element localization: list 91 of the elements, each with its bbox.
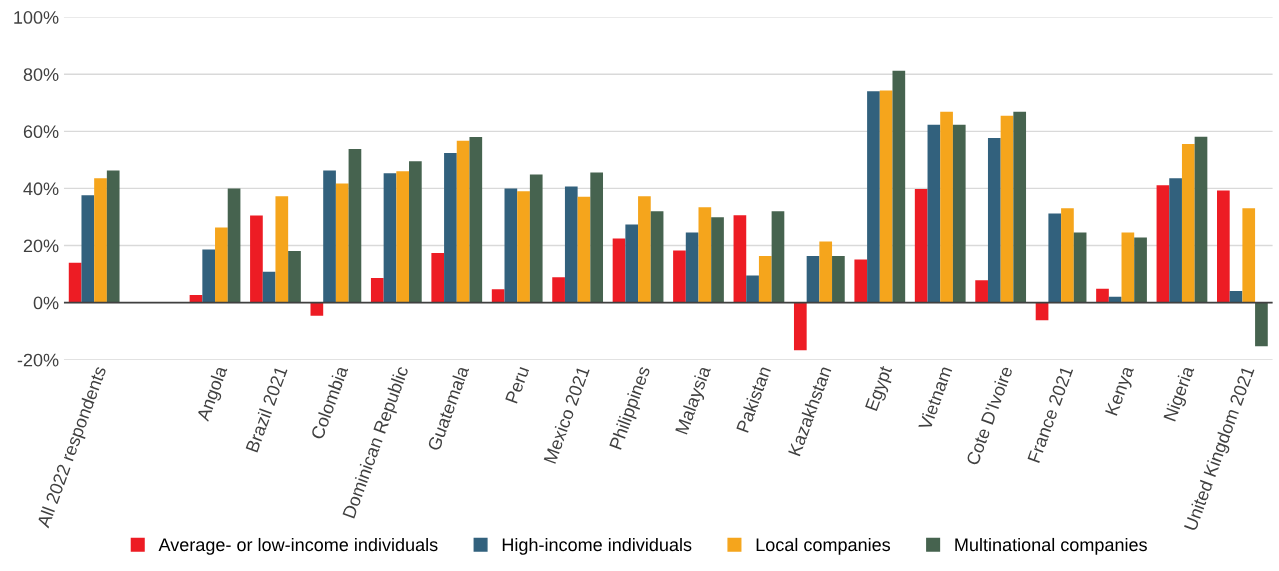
bar <box>806 256 820 303</box>
bar <box>1013 111 1027 303</box>
bar <box>638 196 651 303</box>
bar <box>456 140 470 303</box>
bar <box>952 124 966 303</box>
bar <box>552 277 565 303</box>
bar <box>914 189 928 303</box>
bar <box>94 178 107 303</box>
bar <box>1000 115 1014 303</box>
bar <box>529 174 543 303</box>
bar <box>590 172 604 303</box>
y-tick-label: 40% <box>23 182 59 196</box>
bar <box>1048 213 1062 303</box>
legend-label: High-income individuals <box>502 537 692 555</box>
bar <box>892 70 906 303</box>
bar <box>1121 232 1135 303</box>
bar <box>250 215 263 303</box>
bar <box>431 252 445 303</box>
y-tick-label: 60% <box>23 125 59 139</box>
bar <box>68 262 82 303</box>
bar <box>517 191 530 303</box>
bar <box>383 173 397 303</box>
y-tick-label: 100% <box>14 11 59 24</box>
x-tick-label: Angola <box>195 364 231 424</box>
bar <box>1181 143 1195 303</box>
bar <box>1061 208 1074 303</box>
bar <box>927 124 941 303</box>
bar <box>854 259 868 303</box>
bar <box>711 217 724 303</box>
bar <box>1073 232 1087 303</box>
bar <box>1035 302 1049 321</box>
bar <box>288 250 301 303</box>
bar <box>504 188 518 303</box>
bar <box>793 302 807 351</box>
bar <box>975 280 988 303</box>
bar <box>987 137 1001 303</box>
bar <box>396 171 410 303</box>
x-tick-label: Egypt <box>865 364 896 413</box>
bar <box>310 302 324 316</box>
bar <box>348 149 362 303</box>
bar <box>1169 178 1182 303</box>
x-tick-label: Mexico 2021 <box>543 365 590 464</box>
bar <box>685 232 699 303</box>
bar <box>409 161 422 303</box>
bar <box>444 153 457 303</box>
bar <box>335 183 349 303</box>
bar <box>275 196 289 303</box>
bar <box>81 195 95 303</box>
bar <box>1156 185 1170 303</box>
y-tick-label: -20% <box>17 353 59 367</box>
x-tick-label: Kenya <box>1105 364 1138 418</box>
bar <box>746 275 759 303</box>
y-tick-label: 20% <box>23 239 59 253</box>
bar <box>564 186 578 303</box>
bar <box>262 271 276 303</box>
bar <box>612 238 626 303</box>
bar <box>577 196 591 303</box>
bar <box>323 170 336 303</box>
bar <box>469 137 483 303</box>
bar <box>758 256 772 303</box>
bar <box>1242 208 1256 303</box>
y-tick-label: 0% <box>33 296 59 310</box>
bar <box>1134 237 1147 303</box>
bar <box>733 215 747 303</box>
bar <box>650 211 664 303</box>
bar <box>698 207 712 303</box>
x-tick-label: France 2021 <box>1027 365 1074 463</box>
legend-label: Multinational companies <box>955 537 1147 555</box>
bar <box>215 227 228 303</box>
x-tick-label: Peru <box>505 365 530 404</box>
bar <box>867 91 880 303</box>
bar <box>832 256 845 303</box>
bar <box>625 224 639 303</box>
bar <box>771 211 785 303</box>
bar <box>673 250 686 303</box>
bar <box>879 90 893 303</box>
bar <box>491 289 505 303</box>
bar <box>106 170 120 303</box>
bar <box>227 188 241 303</box>
bar <box>940 111 953 303</box>
bar <box>1096 288 1109 303</box>
bar <box>202 249 216 303</box>
legend-label: Local companies <box>756 537 891 555</box>
bar <box>1255 302 1268 347</box>
bar <box>1194 136 1208 303</box>
legend-label: Average- or low-income individuals <box>158 537 438 555</box>
bar <box>370 278 384 303</box>
bar <box>819 241 833 303</box>
bar <box>1217 190 1230 303</box>
x-tick-label: Brazil 2021 <box>245 365 288 453</box>
y-tick-label: 80% <box>23 68 59 81</box>
